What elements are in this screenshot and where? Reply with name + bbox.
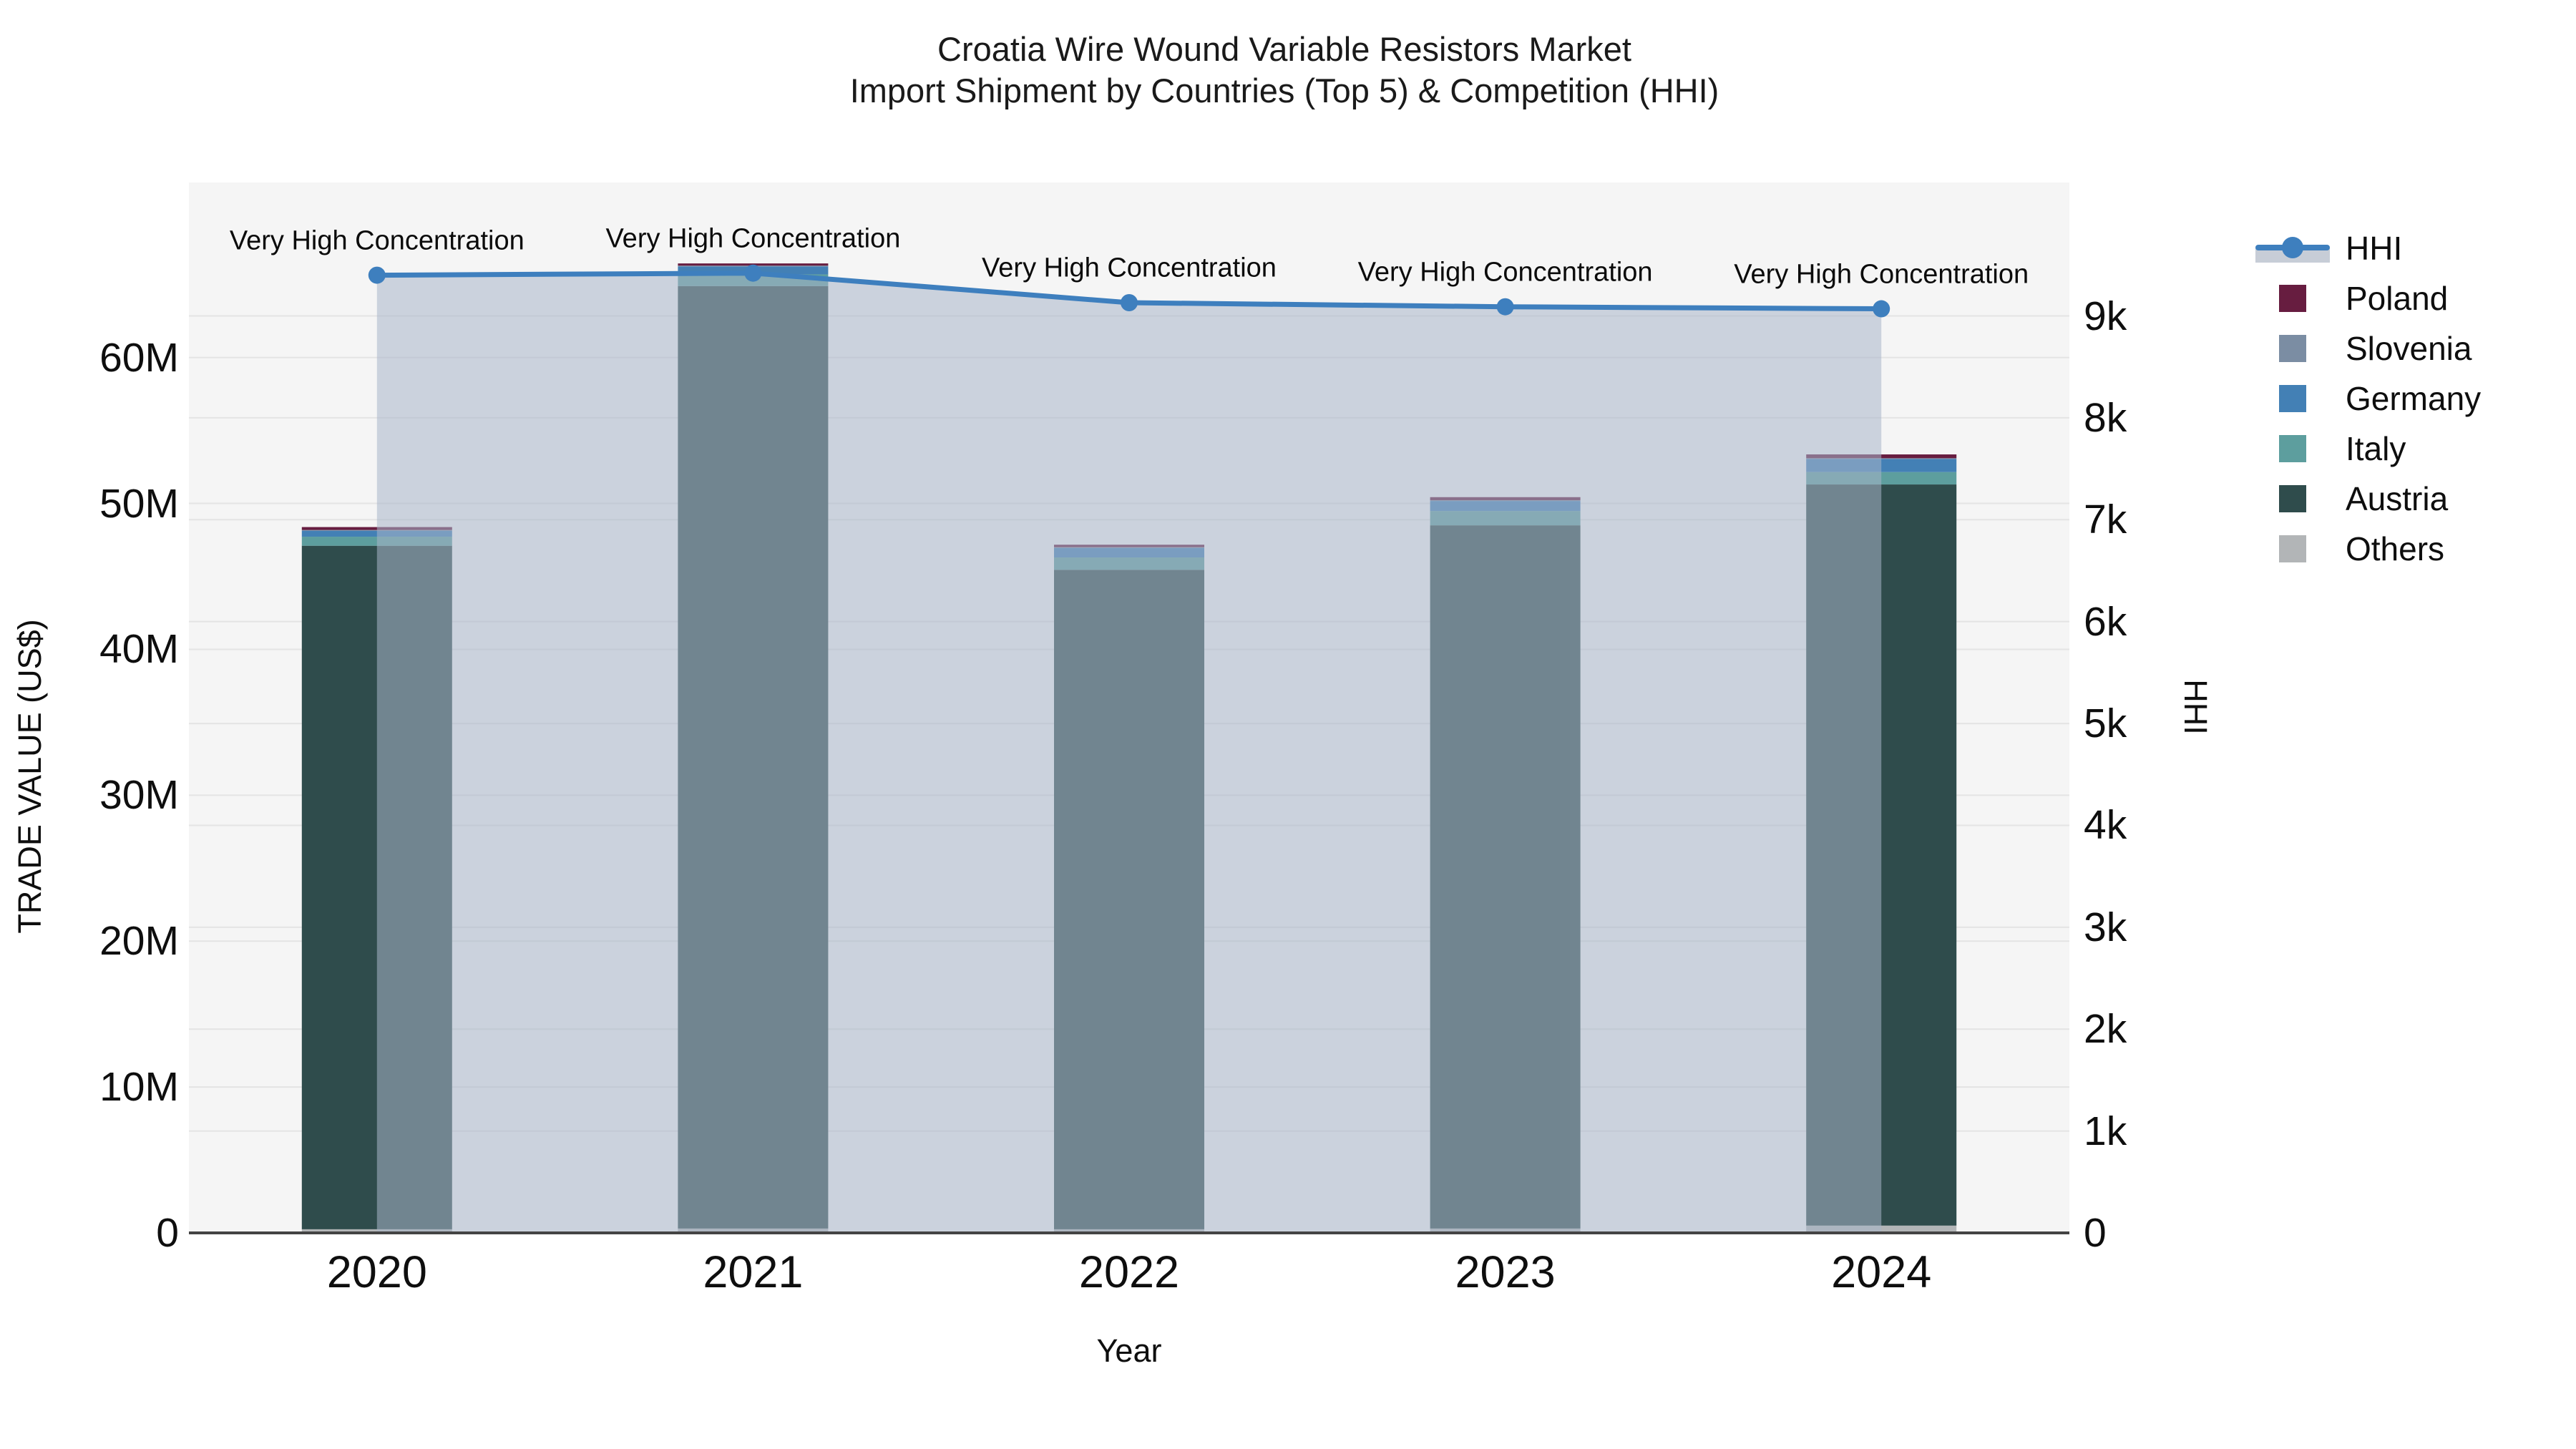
- legend-item-others[interactable]: Others: [2253, 524, 2481, 574]
- x-axis-title: Year: [1096, 1332, 1162, 1369]
- y-right-tick-label: 9k: [2084, 293, 2127, 339]
- y-right-tick-label: 8k: [2084, 394, 2127, 441]
- legend-label: Slovenia: [2346, 330, 2472, 367]
- legend-item-germany[interactable]: Germany: [2253, 374, 2481, 424]
- legend-item-hhi[interactable]: HHI: [2253, 223, 2481, 273]
- legend-item-poland[interactable]: Poland: [2253, 273, 2481, 323]
- x-tick-label: 2022: [1078, 1247, 1180, 1297]
- legend-swatch-icon: [2253, 335, 2333, 362]
- legend-item-italy[interactable]: Italy: [2253, 424, 2481, 474]
- legend-label: Austria: [2346, 480, 2449, 517]
- y-left-tick-label: 60M: [99, 334, 179, 381]
- legend-label: HHI: [2346, 230, 2403, 267]
- y-right-tick-label: 1k: [2084, 1108, 2127, 1154]
- x-tick-label: 2020: [326, 1247, 427, 1297]
- hhi-marker-2020: [368, 266, 386, 284]
- y-right-tick-label: 7k: [2084, 497, 2127, 543]
- chart-title: Croatia Wire Wound Variable Resistors Ma…: [850, 29, 1719, 112]
- x-tick-label: 2021: [703, 1247, 804, 1297]
- y-left-tick-label: 30M: [99, 772, 179, 819]
- y-left-tick-label: 0: [156, 1210, 179, 1256]
- x-tick-label: 2024: [1831, 1247, 1932, 1297]
- legend-item-austria[interactable]: Austria: [2253, 474, 2481, 524]
- y-right-axis-title: HHI: [2177, 679, 2214, 735]
- annotation-2022: Very High Concentration: [982, 253, 1277, 283]
- chart-title-line2: Import Shipment by Countries (Top 5) & C…: [849, 72, 1719, 109]
- hhi-marker-2021: [744, 264, 762, 282]
- hhi-marker-2022: [1121, 294, 1138, 312]
- legend-item-slovenia[interactable]: Slovenia: [2253, 323, 2481, 374]
- legend-swatch-icon: [2253, 385, 2333, 412]
- hhi-area: [376, 273, 1882, 1233]
- y-right-tick-label: 0: [2084, 1210, 2107, 1256]
- chart-title-line1: Croatia Wire Wound Variable Resistors Ma…: [937, 30, 1631, 68]
- hhi-marker-2023: [1496, 298, 1514, 316]
- legend-label: Others: [2346, 530, 2445, 567]
- legend-label: Germany: [2346, 380, 2482, 417]
- hhi-line-icon: [2253, 234, 2333, 263]
- y-right-tick-label: 2k: [2084, 1006, 2127, 1053]
- legend-swatch-icon: [2253, 285, 2333, 312]
- legend-swatch-icon: [2253, 435, 2333, 462]
- y-right-tick-label: 5k: [2084, 701, 2127, 747]
- annotation-2024: Very High Concentration: [1734, 259, 2029, 290]
- legend-label: Italy: [2346, 430, 2406, 467]
- bar-segment-poland-2021: [678, 263, 829, 266]
- y-left-tick-label: 50M: [99, 480, 179, 527]
- annotation-2023: Very High Concentration: [1357, 257, 1653, 288]
- annotation-2020: Very High Concentration: [229, 225, 525, 256]
- y-left-tick-label: 40M: [99, 626, 179, 673]
- legend-label: Poland: [2346, 280, 2449, 317]
- y-left-tick-label: 20M: [99, 918, 179, 965]
- legend-swatch-icon: [2253, 485, 2333, 512]
- hhi-marker-2024: [1873, 300, 1890, 318]
- y-right-tick-label: 4k: [2084, 802, 2127, 849]
- y-right-tick-label: 3k: [2084, 904, 2127, 950]
- legend: HHI Poland Slovenia Germany Italy Austria Othe…: [2253, 223, 2481, 574]
- y-right-tick-label: 6k: [2084, 598, 2127, 645]
- legend-swatch-icon: [2253, 535, 2333, 562]
- y-left-tick-label: 10M: [99, 1064, 179, 1111]
- annotation-2021: Very High Concentration: [605, 223, 901, 254]
- x-tick-label: 2023: [1455, 1247, 1556, 1297]
